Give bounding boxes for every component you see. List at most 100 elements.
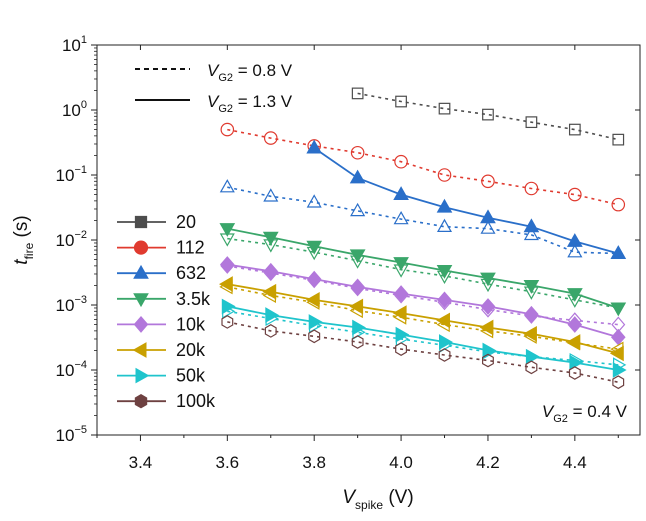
series-100k-open-point (221, 315, 234, 329)
series-632-filled-point (480, 209, 496, 224)
series-10k-filled-point (350, 278, 365, 296)
series-112-open-point (524, 181, 539, 196)
series-20k-filled-point (305, 291, 320, 308)
series-50k-filled-point (308, 314, 323, 330)
series-50k (221, 298, 627, 378)
series-3.5k (219, 223, 627, 317)
legend-label: 632 (176, 263, 206, 283)
series-20k (218, 276, 624, 362)
series-10k-filled-point (220, 256, 235, 273)
series-632-open-point (393, 210, 409, 225)
series-50k-filled-point (352, 319, 367, 336)
x-tick-label: 4.2 (476, 453, 500, 472)
series-632-filled-point (566, 233, 583, 247)
series-3.5k-filled-point (610, 302, 627, 317)
legend-marker (134, 215, 148, 229)
series-20k-filled-point (609, 345, 624, 362)
series-632-filled-point (610, 245, 627, 259)
series-10k-filled-point (437, 291, 452, 309)
series-20-open-point (351, 87, 364, 100)
series-112-open-point (220, 122, 235, 137)
series-20-open-point (568, 123, 581, 136)
series-20k-filled-point (392, 305, 407, 321)
series-632-open-point (436, 218, 453, 232)
series-20-open-point (482, 108, 494, 121)
series-632-open-point (350, 202, 366, 217)
series-100k-open-point (612, 375, 625, 390)
axis-labels: VG2 = 0.4 V Vspike (V) tfire (s) (11, 215, 628, 512)
series-3.5k-filled-point (349, 249, 366, 264)
series-100k-open-point (438, 348, 451, 362)
series-112 (220, 122, 626, 212)
series-3.5k-solid-line (227, 227, 619, 309)
legend-marker (133, 240, 149, 255)
legend: 20 112 632 3.5k 10k 20k 50k 100k VG2 = 0.8 V VG2 … (117, 61, 293, 411)
series-632-filled-point (436, 198, 453, 213)
series-50k-filled-point (221, 298, 236, 315)
x-tick-label: 3.6 (215, 453, 239, 472)
series-20k-filled-point (349, 298, 364, 315)
y-tick-label: 101 (62, 34, 87, 55)
x-axis-label: Vspike (V) (342, 487, 413, 512)
series-100k-open-point (351, 335, 364, 349)
series-20-open-point (395, 95, 407, 108)
series-112-dashed-line (227, 128, 619, 206)
series-632-open-point (480, 220, 496, 234)
x-tick-label: 3.4 (129, 453, 153, 472)
series-3.5k-filled-point (306, 240, 323, 255)
series-100k-open-point (395, 342, 407, 356)
y-tick-label: 10−1 (56, 164, 87, 185)
legend-label: 100k (176, 391, 216, 411)
series-50k-filled-point (482, 342, 497, 359)
legend-label: 20 (176, 212, 196, 232)
series-100k-open-point (568, 366, 581, 380)
series-100k-open-point (308, 329, 321, 344)
series-20k-filled-point (436, 312, 450, 329)
series-632-filled-point (523, 218, 540, 233)
legend-marker (132, 342, 147, 358)
series-112-open-point (611, 197, 626, 212)
series-632-open-point (523, 226, 539, 241)
legend-label: 10k (176, 314, 206, 334)
series-632 (219, 139, 627, 259)
series-10k (220, 256, 626, 346)
plot-area (218, 87, 627, 390)
line-style-legend-label: VG2 = 1.3 V (207, 92, 293, 115)
series-3.5k-filled-point (523, 280, 540, 294)
series-10k-filled-point (306, 270, 322, 288)
series-3.5k-dashed-line (227, 237, 619, 309)
x-tick-label: 3.8 (302, 453, 326, 472)
x-tick-label: 4.0 (389, 453, 413, 472)
series-20-open-point (438, 102, 451, 115)
series-50k-solid-line (227, 305, 619, 371)
legend-marker (133, 293, 149, 308)
series-632-solid-line (313, 147, 619, 255)
series-10k-dashed-line (227, 265, 619, 326)
series-3.5k-filled-point (219, 223, 236, 237)
series-20-open-point (525, 116, 538, 129)
series-3.5k-filled-point (566, 288, 583, 302)
series-100k-open-point (264, 324, 277, 338)
series-3.5k-filled-point (480, 272, 496, 287)
series-632-filled-point (393, 186, 409, 200)
series-632-open-point (567, 244, 583, 258)
series-112-open-point (350, 145, 365, 160)
series-112-open-point (481, 174, 495, 189)
series-632-dashed-line (227, 186, 619, 255)
series-632-filled-point (306, 139, 323, 154)
series-50k-filled-point (395, 326, 410, 343)
legend-marker (133, 264, 149, 279)
legend-label: 50k (176, 366, 206, 386)
series-632-open-point (306, 194, 322, 208)
legend-marker (134, 394, 148, 409)
series-20k-filled-point (479, 319, 494, 336)
series-20k-filled-point (566, 334, 581, 350)
series-112-open-point (263, 131, 278, 145)
series-20 (351, 87, 625, 146)
series-50k-filled-point (525, 348, 540, 365)
series-632-filled-point (349, 169, 366, 184)
y-tick-label: 10−3 (56, 294, 87, 315)
series-3.5k-filled-point (393, 257, 409, 271)
y-tick-label: 10−2 (56, 229, 87, 250)
